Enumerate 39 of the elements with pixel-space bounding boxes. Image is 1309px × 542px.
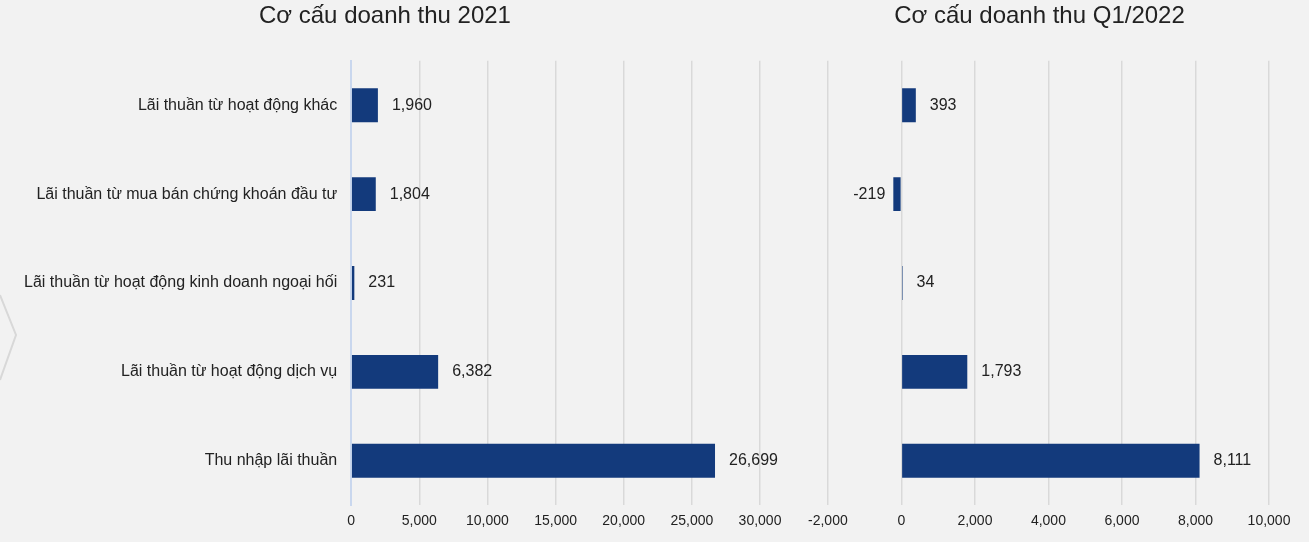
bar <box>351 88 378 123</box>
x-tick-label: -2,000 <box>808 512 848 529</box>
x-tick-label: 4,000 <box>1030 512 1067 529</box>
bar <box>902 354 968 389</box>
x-tick-label: 30,000 <box>738 512 782 529</box>
data-label: -219 <box>853 184 886 202</box>
data-label: 26,699 <box>729 451 779 469</box>
data-label: 34 <box>916 273 935 291</box>
data-label: 1,793 <box>981 362 1022 380</box>
data-label: 6,382 <box>452 362 493 380</box>
x-tick-label: 10,000 <box>1247 512 1291 529</box>
bar <box>902 88 916 123</box>
data-label: 8,111 <box>1213 451 1252 469</box>
data-label: 1,804 <box>389 184 430 202</box>
bar <box>902 443 1200 478</box>
x-tick-label: 10,000 <box>466 512 510 529</box>
y-tick-label: Lãi thuần từ hoạt động khác <box>137 95 338 113</box>
y-tick-label: Lãi thuần từ hoạt động kinh doanh ngoại hối <box>24 273 338 291</box>
bar <box>351 443 716 478</box>
y-tick-label: Lãi thuần từ mua bán chứng khoán đầu tư <box>36 184 338 202</box>
x-tick-label: 2,000 <box>957 512 993 529</box>
data-label: 1,960 <box>391 95 433 113</box>
bar <box>351 177 376 212</box>
y-tick-label: Thu nhập lãi thuần <box>204 451 338 469</box>
chart-title: Cơ cấu doanh thu 2021 <box>259 1 511 29</box>
data-label: 393 <box>929 95 957 113</box>
x-tick-label: 20,000 <box>602 512 646 529</box>
x-tick-label: 15,000 <box>534 512 578 529</box>
y-tick-label: Lãi thuần từ hoạt động dịch vụ <box>120 362 338 380</box>
data-label: 231 <box>368 273 396 291</box>
bar <box>351 354 439 389</box>
chart-title: Cơ cấu doanh thu Q1/2022 <box>894 1 1185 29</box>
x-tick-label: 6,000 <box>1104 512 1140 529</box>
x-tick-label: 8,000 <box>1177 512 1214 529</box>
bar <box>893 177 901 212</box>
x-tick-label: 0 <box>897 512 906 529</box>
x-tick-label: 5,000 <box>401 512 438 529</box>
x-tick-label: 25,000 <box>670 512 714 529</box>
x-tick-label: 0 <box>347 512 356 529</box>
